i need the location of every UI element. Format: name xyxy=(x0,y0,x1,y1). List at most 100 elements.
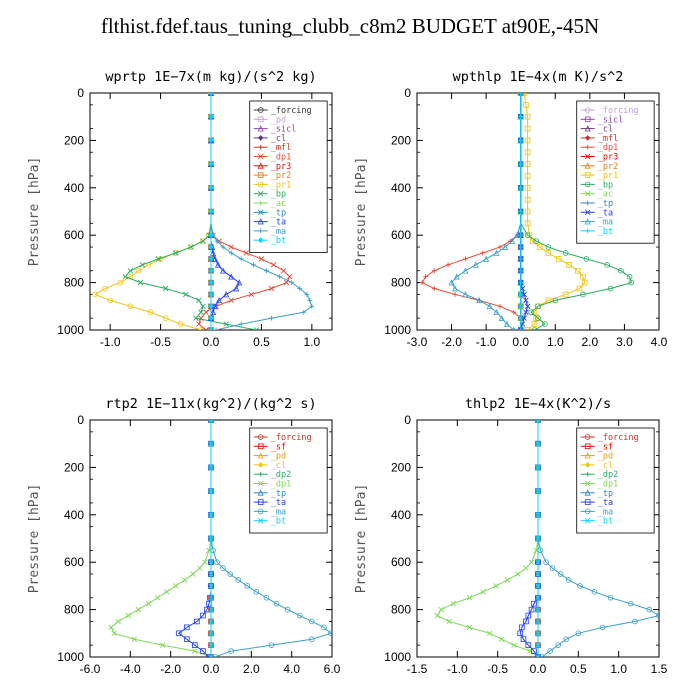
legend-label: _forcing xyxy=(598,106,639,116)
data-point xyxy=(296,612,303,619)
panel-title: wpthlp 1E−4x(m K)/s^2 xyxy=(453,69,624,85)
x-tick-label: -0.5 xyxy=(487,662,508,676)
data-point xyxy=(431,268,437,274)
data-point xyxy=(583,256,590,262)
data-point xyxy=(228,244,234,250)
data-point xyxy=(483,255,490,262)
legend-marker xyxy=(258,517,264,524)
data-point xyxy=(486,303,493,310)
data-point xyxy=(197,565,203,571)
data-point xyxy=(542,321,548,327)
data-point xyxy=(509,237,516,244)
series-dp1 xyxy=(108,420,214,657)
data-point xyxy=(208,327,214,330)
legend-marker xyxy=(585,153,591,160)
legend-item: _tp xyxy=(580,199,613,209)
series-line xyxy=(450,93,522,330)
data-point xyxy=(208,303,214,310)
series-line xyxy=(523,93,586,330)
legend-marker xyxy=(257,499,264,505)
legend-marker xyxy=(257,172,264,178)
data-point xyxy=(211,303,219,310)
legend-item: _ta xyxy=(253,498,286,508)
data-point xyxy=(453,273,460,280)
data-point xyxy=(204,606,210,613)
data-point xyxy=(92,291,98,298)
data-point xyxy=(535,630,541,637)
data-point xyxy=(524,303,531,310)
legend-item: _ta xyxy=(580,208,613,218)
legend-label: _ac xyxy=(271,199,286,209)
legend-item: _pd xyxy=(253,115,286,125)
data-point xyxy=(107,297,113,304)
data-point xyxy=(528,606,535,613)
data-point xyxy=(137,279,144,286)
legend-marker xyxy=(258,471,264,477)
legend-marker xyxy=(258,200,264,206)
legend-marker xyxy=(258,153,264,160)
data-point xyxy=(208,535,214,542)
data-point xyxy=(216,297,223,304)
data-point xyxy=(188,244,194,250)
data-point xyxy=(536,244,543,250)
data-point xyxy=(208,488,214,494)
legend-marker xyxy=(584,452,591,459)
data-point xyxy=(524,173,531,179)
data-point xyxy=(307,297,313,303)
x-tick-label: 1.0 xyxy=(303,335,320,349)
legend-marker xyxy=(257,162,264,169)
data-point xyxy=(523,618,529,625)
legend-item: _pr1 xyxy=(253,180,291,190)
data-point xyxy=(521,93,527,96)
data-point xyxy=(448,279,455,286)
data-point xyxy=(215,261,222,268)
x-tick-label: 1.5 xyxy=(651,662,668,676)
data-point xyxy=(503,320,510,327)
legend-marker xyxy=(584,508,591,515)
data-point xyxy=(518,244,524,250)
data-point xyxy=(175,630,182,637)
data-point xyxy=(111,630,117,637)
data-point xyxy=(627,600,634,607)
data-point xyxy=(656,612,659,619)
data-point xyxy=(220,244,226,250)
data-point xyxy=(264,268,269,274)
legend: _forcing_pd_sicl_cl_mfl_dp1_pr3_pr2_pr1_… xyxy=(249,100,328,253)
data-point xyxy=(235,577,242,583)
y-axis-label: Pressure [hPa] xyxy=(354,157,369,267)
legend-item: _tp xyxy=(253,489,286,499)
data-point xyxy=(139,262,146,268)
legend-item: _ma xyxy=(253,227,286,237)
data-point xyxy=(518,280,524,285)
data-point xyxy=(214,238,220,244)
legend-item: _cl xyxy=(253,134,286,144)
x-tick-label: 4.0 xyxy=(283,662,300,676)
legend-item: _pr3 xyxy=(580,153,618,163)
data-point xyxy=(301,309,307,315)
legend-label: _ta xyxy=(598,498,613,508)
data-point xyxy=(628,279,635,286)
data-point xyxy=(524,113,531,120)
legend-item: _mfl xyxy=(253,143,291,153)
data-point xyxy=(208,256,214,262)
data-point xyxy=(446,618,452,625)
legend-item: _sf xyxy=(253,442,286,452)
legend-marker xyxy=(585,144,591,150)
data-point xyxy=(208,327,214,330)
data-point xyxy=(177,321,184,327)
data-point xyxy=(194,618,200,625)
legend-label: _pd xyxy=(598,452,613,462)
data-point xyxy=(566,262,572,268)
data-point xyxy=(154,595,161,601)
legend-item: _dp1 xyxy=(253,480,291,490)
legend: _forcing_sf_pd_cl_dp2_dp1_tp_ta_ma_bt xyxy=(249,427,328,534)
legend-label: _sf xyxy=(598,442,613,452)
legend-marker xyxy=(257,116,264,123)
data-point xyxy=(159,642,166,648)
legend-box xyxy=(249,100,328,253)
legend-label: _pd xyxy=(271,452,286,462)
y-tick-label: 1000 xyxy=(384,323,411,337)
legend-item: _pd xyxy=(580,452,613,462)
legend-item: _sicl xyxy=(253,125,296,135)
legend-item: _bt xyxy=(253,517,286,527)
